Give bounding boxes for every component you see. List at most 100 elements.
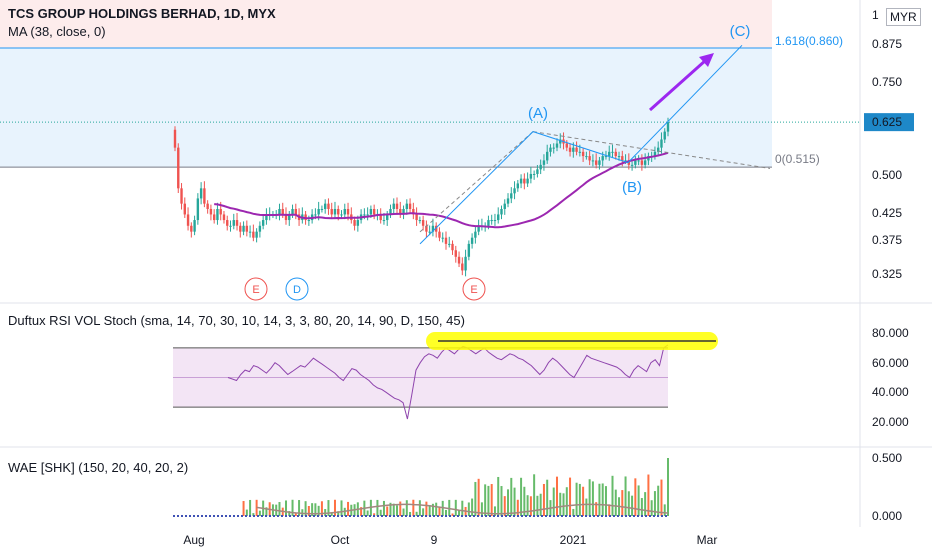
candle-body: [405, 203, 409, 209]
candle-body: [425, 225, 428, 232]
time-tick-label: 2021: [560, 533, 587, 547]
wae-bar: [379, 509, 382, 516]
wae-bar: [507, 489, 510, 516]
time-tick-label: Mar: [697, 533, 718, 547]
candle-body: [601, 156, 604, 161]
wae-bar: [546, 479, 549, 516]
wae-bar: [621, 490, 624, 516]
candle-body: [330, 208, 333, 215]
event-badge: [244, 277, 268, 301]
candle-body: [199, 188, 203, 199]
candle-body: [559, 139, 562, 144]
wae-bar: [611, 475, 614, 516]
candle-body: [643, 160, 647, 165]
wae-bar: [627, 491, 630, 516]
wae-bar: [667, 458, 669, 516]
wae-bar: [428, 505, 431, 516]
candle-body: [444, 237, 448, 244]
wae-bar: [588, 479, 591, 516]
candle-body: [503, 203, 506, 209]
candle-body: [379, 214, 382, 221]
wae-bar: [291, 499, 294, 516]
wae-bar: [631, 495, 634, 516]
time-tick-label: Oct: [331, 533, 350, 547]
chart-title: TCS GROUP HOLDINGS BERHAD, 1D, MYX: [8, 6, 276, 21]
candle-body: [248, 231, 252, 233]
candle-body: [261, 220, 265, 226]
candle-body: [177, 147, 180, 189]
wae-bar: [608, 504, 611, 516]
candle-body: [454, 250, 457, 257]
price-tick-label: 0.875: [872, 37, 902, 51]
rsi-tick-label: 80.000: [872, 326, 909, 340]
wae-bar: [604, 486, 607, 516]
price-tick-label: 0.425: [872, 206, 902, 220]
candle-body: [415, 214, 418, 221]
fib-zone-upper: [0, 0, 772, 49]
candle-body: [183, 203, 186, 215]
wave-a-label: (A): [528, 105, 548, 122]
candle-body: [575, 147, 578, 152]
wae-bar: [435, 502, 438, 516]
wae-bar: [582, 486, 585, 516]
wae-bar: [663, 504, 666, 516]
candle-body: [216, 208, 219, 221]
candle-body: [578, 151, 582, 153]
candle-body: [222, 214, 226, 221]
candle-body: [337, 208, 340, 215]
wae-bar: [461, 500, 464, 516]
candle-body: [369, 208, 373, 215]
candle-body: [532, 173, 536, 175]
candle-body: [434, 225, 438, 232]
currency-button[interactable]: MYR: [886, 8, 921, 26]
wae-bar: [585, 498, 588, 516]
candle-body: [356, 220, 360, 226]
wave-c-label: (C): [730, 23, 751, 40]
candle-body: [581, 151, 585, 157]
candle-body: [196, 198, 200, 221]
wae-bar: [484, 484, 487, 516]
candle-body: [235, 220, 239, 226]
candle-body: [278, 208, 281, 215]
wae-bar: [640, 498, 643, 516]
wae-bar: [386, 506, 389, 516]
candle-body: [408, 203, 412, 209]
ma-legend: MA (38, close, 0): [8, 24, 106, 39]
wae-bar: [503, 496, 506, 516]
candle-body: [493, 220, 497, 222]
wae-bar: [477, 478, 480, 516]
candle-body: [500, 208, 503, 215]
candle-body: [229, 225, 232, 227]
candle-body: [523, 178, 526, 184]
wae-bar: [389, 502, 392, 516]
wae-bar: [526, 495, 529, 516]
wae-bar: [252, 513, 255, 516]
wae-bar: [314, 503, 317, 516]
candle-body: [389, 208, 392, 215]
candle-body: [611, 151, 614, 153]
candle-body: [288, 214, 291, 221]
candle-body: [343, 208, 346, 215]
wae-bar: [265, 507, 268, 516]
candle-body: [320, 208, 324, 210]
candle-body: [255, 231, 258, 238]
wae-bar: [536, 495, 539, 516]
wae-bar: [471, 498, 474, 516]
wae-bar: [487, 485, 490, 516]
wae-bar: [327, 500, 330, 516]
candle-body: [585, 156, 588, 158]
candle-body: [431, 225, 435, 232]
wae-bar: [418, 500, 421, 516]
price-tick-label: 1: [872, 8, 879, 22]
wae-tick-label: 0.500: [872, 451, 902, 465]
wae-bar: [647, 474, 650, 516]
price-tick-label: 0.325: [872, 267, 902, 281]
wae-bar: [513, 487, 516, 516]
wae-pane-label: WAE [SHK] (150, 20, 40, 20, 2): [8, 460, 189, 475]
wae-bar: [288, 511, 291, 516]
candle-body: [568, 147, 572, 152]
candle-body: [513, 188, 516, 194]
candle-body: [291, 208, 294, 215]
wae-bar: [516, 499, 519, 516]
